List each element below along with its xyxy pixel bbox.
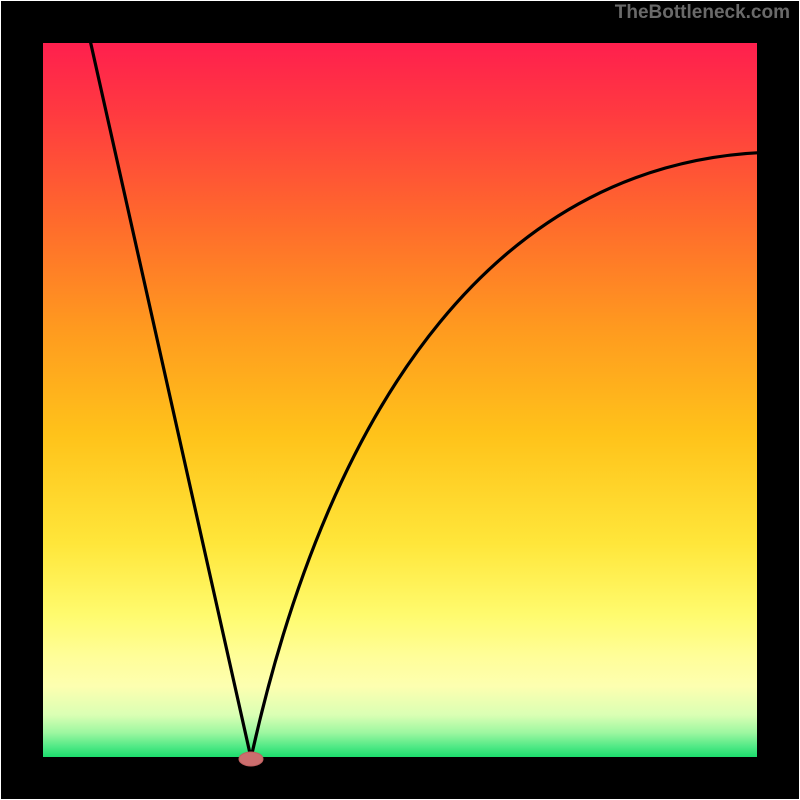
attribution-text: TheBottleneck.com: [615, 2, 790, 24]
plot-background: [42, 42, 758, 758]
bottleneck-chart: [0, 0, 800, 800]
optimum-marker: [239, 752, 263, 766]
chart-container: TheBottleneck.com: [0, 0, 800, 800]
